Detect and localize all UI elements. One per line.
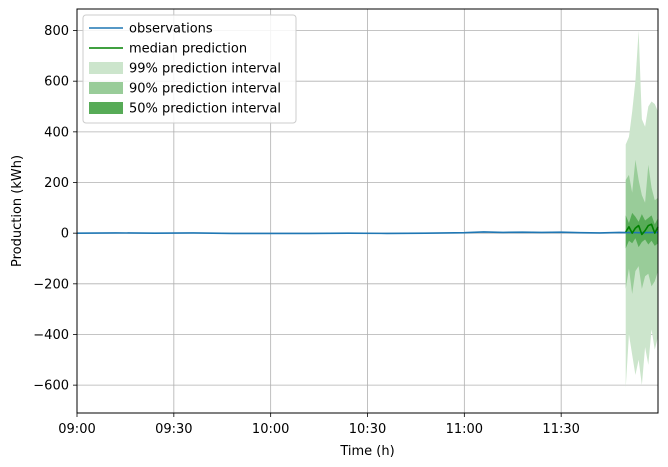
legend-label: 99% prediction interval <box>129 62 281 77</box>
series-lines <box>76 223 659 236</box>
y-tick-label: 0 <box>61 227 69 242</box>
y-tick-label: 600 <box>44 75 69 90</box>
y-tick-label: 200 <box>44 176 69 191</box>
y-tick-label: 400 <box>44 125 69 140</box>
x-tick-label: 10:00 <box>252 422 289 437</box>
x-axis-label: Time (h) <box>339 444 394 459</box>
legend-label: 50% prediction interval <box>129 102 281 117</box>
interval-band <box>625 212 658 249</box>
axis-ticks: 09:00 09:30 10:00 10:30 11:00 11:30 800 600 400 2… <box>33 24 580 437</box>
x-tick-label: 09:30 <box>155 422 192 437</box>
median-prediction-line <box>625 223 659 236</box>
x-tick-label: 11:30 <box>542 422 579 437</box>
y-tick-label: −200 <box>33 277 69 292</box>
x-tick-label: 11:00 <box>446 422 483 437</box>
observations-line <box>76 231 659 235</box>
legend-label: 90% prediction interval <box>129 82 281 97</box>
legend-box <box>82 14 297 124</box>
y-tick-label: −400 <box>33 328 69 343</box>
prediction-intervals <box>625 30 658 388</box>
x-tick-label: 09:00 <box>58 422 95 437</box>
legend-patch-swatch <box>89 102 123 114</box>
legend-patch-swatch <box>89 62 123 74</box>
y-tick-label: 800 <box>44 24 69 39</box>
x-tick-label: 10:30 <box>349 422 386 437</box>
y-tick-label: −600 <box>33 379 69 394</box>
legend-label: observations <box>129 22 213 37</box>
legend-patch-swatch <box>89 82 123 94</box>
legend-label: median prediction <box>129 42 247 57</box>
legend: observations median prediction 99% predict… <box>82 14 297 124</box>
y-axis-label: Production (kWh) <box>10 155 25 267</box>
